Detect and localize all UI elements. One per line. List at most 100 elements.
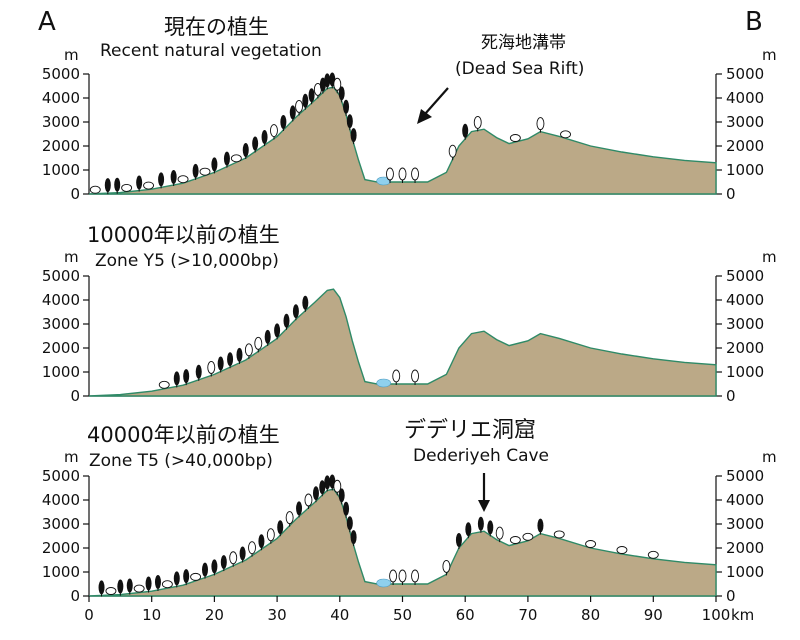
conifer-tree-marker xyxy=(343,99,350,116)
conifer-tree-marker xyxy=(183,369,190,386)
y-tick-label-left: 4000 xyxy=(42,491,80,509)
pointer-arrow-dead-sea xyxy=(417,87,449,124)
y-tick-label-right: 0 xyxy=(726,587,736,605)
y-tick-label-right: 0 xyxy=(726,185,736,203)
y-tick-label-left: 0 xyxy=(70,387,80,405)
shrub-tree-marker xyxy=(647,550,659,559)
shrub-tree-marker xyxy=(509,134,521,142)
conifer-tree-marker xyxy=(242,143,249,159)
panel-title-en: Zone Y5 (>10,000bp) xyxy=(95,251,279,271)
shrub-tree-marker xyxy=(143,181,155,190)
deciduous-tree-marker xyxy=(248,541,256,557)
vegetation-markers xyxy=(98,474,659,597)
panel-title-en: Zone T5 (>40,000bp) xyxy=(89,451,273,471)
conifer-tree-marker xyxy=(183,569,190,586)
y-tick-label-left: 0 xyxy=(70,587,80,605)
y-unit-left: m xyxy=(64,248,79,266)
shrub-tree-marker xyxy=(199,167,211,176)
panel-title-jp: 10000年以前の植生 xyxy=(87,223,280,247)
deciduous-tree-marker xyxy=(295,99,303,116)
shrub-tree-marker xyxy=(585,540,597,548)
y-tick-label-right: 1000 xyxy=(726,161,764,179)
conifer-tree-marker xyxy=(465,522,472,539)
dead-sea-water xyxy=(376,176,391,186)
deciduous-tree-marker xyxy=(333,479,342,496)
terrain-area xyxy=(88,288,717,397)
dederiyeh-cave-label-jp: デデリエ洞窟 xyxy=(404,418,536,443)
y-tick-label-left: 5000 xyxy=(42,267,80,285)
y-tick-label-right: 5000 xyxy=(726,467,764,485)
conifer-tree-marker xyxy=(126,578,133,595)
y-tick-label-right: 4000 xyxy=(726,89,764,107)
y-unit-right: m xyxy=(762,46,777,64)
panel-recent-vegetation: 現在の植生 Recent natural vegetation 死海地溝帯 (D… xyxy=(42,15,777,203)
conifer-tree-marker xyxy=(302,93,309,110)
conifer-tree-marker xyxy=(239,546,246,563)
shrub-tree-marker xyxy=(121,183,133,192)
shrub-tree-marker xyxy=(133,584,145,593)
conifer-tree-marker xyxy=(136,175,143,192)
panel-title-jp: 40000年以前の植生 xyxy=(87,423,280,447)
conifer-tree-marker xyxy=(319,480,326,497)
y-tick-label-left: 5000 xyxy=(42,65,80,83)
conifer-tree-marker xyxy=(338,488,345,505)
y-tick-label-left: 3000 xyxy=(42,315,80,333)
deciduous-tree-marker xyxy=(266,528,275,544)
y-tick-label-left: 2000 xyxy=(42,539,80,557)
deciduous-tree-marker xyxy=(398,167,407,183)
conifer-tree-marker xyxy=(227,352,234,369)
conifer-tree-marker xyxy=(343,501,350,518)
conifer-tree-marker xyxy=(283,313,290,330)
shrub-tree-marker xyxy=(177,175,189,184)
conifer-tree-marker xyxy=(324,73,331,90)
conifer-tree-marker xyxy=(292,304,299,321)
y-unit-right: m xyxy=(762,448,777,466)
terrain-profile xyxy=(88,488,717,597)
conifer-tree-marker xyxy=(104,178,111,195)
y-tick-label-right: 3000 xyxy=(726,113,764,131)
conifer-tree-marker xyxy=(346,114,353,131)
deciduous-tree-marker xyxy=(254,336,263,353)
x-tick-label: 60 xyxy=(456,606,475,624)
deciduous-tree-marker xyxy=(285,511,294,527)
vegetation-markers xyxy=(158,295,419,389)
y-tick-label-right: 5000 xyxy=(726,65,764,83)
y-tick-label-right: 2000 xyxy=(726,339,764,357)
deciduous-tree-marker xyxy=(244,343,253,359)
conifer-tree-marker xyxy=(195,364,202,381)
conifer-tree-marker xyxy=(264,329,271,346)
panel-zone-y5: 10000年以前の植生 Zone Y5 (>10,000bp) m m 0 0 1000… xyxy=(42,223,777,405)
y-tick-label-right: 2000 xyxy=(726,539,764,557)
conifer-tree-marker xyxy=(537,518,544,535)
conifer-tree-marker xyxy=(98,580,105,597)
shrub-tree-marker xyxy=(616,546,628,554)
conifer-tree-marker xyxy=(114,177,121,194)
conifer-tree-marker xyxy=(252,136,259,153)
dederiyeh-cave-label-en: Dederiyeh Cave xyxy=(413,446,549,466)
conifer-tree-marker xyxy=(350,128,357,145)
conifer-tree-marker xyxy=(312,486,319,503)
conifer-tree-marker xyxy=(117,579,124,596)
deciduous-tree-marker xyxy=(411,569,419,585)
y-tick-label-right: 1000 xyxy=(726,363,764,381)
x-tick-label: 10 xyxy=(142,606,161,624)
y-tick-label-left: 2000 xyxy=(42,339,80,357)
shrub-tree-marker xyxy=(509,536,521,544)
conifer-tree-marker xyxy=(338,86,345,103)
conifer-tree-marker xyxy=(158,172,165,189)
section-end-letter: B xyxy=(745,7,763,37)
deciduous-tree-marker xyxy=(495,526,504,543)
conifer-tree-marker xyxy=(324,475,331,492)
conifer-tree-marker xyxy=(145,576,152,593)
deciduous-tree-marker xyxy=(386,167,394,183)
y-tick-label-right: 0 xyxy=(726,387,736,405)
conifer-tree-marker xyxy=(261,130,268,147)
y-tick-label-right: 3000 xyxy=(726,315,764,333)
conifer-tree-marker xyxy=(296,501,303,518)
panel-title-en: Recent natural vegetation xyxy=(100,41,322,61)
y-tick-label-left: 4000 xyxy=(42,291,80,309)
conifer-tree-marker xyxy=(280,115,287,131)
conifer-tree-marker xyxy=(346,516,353,533)
conifer-tree-marker xyxy=(211,559,218,576)
